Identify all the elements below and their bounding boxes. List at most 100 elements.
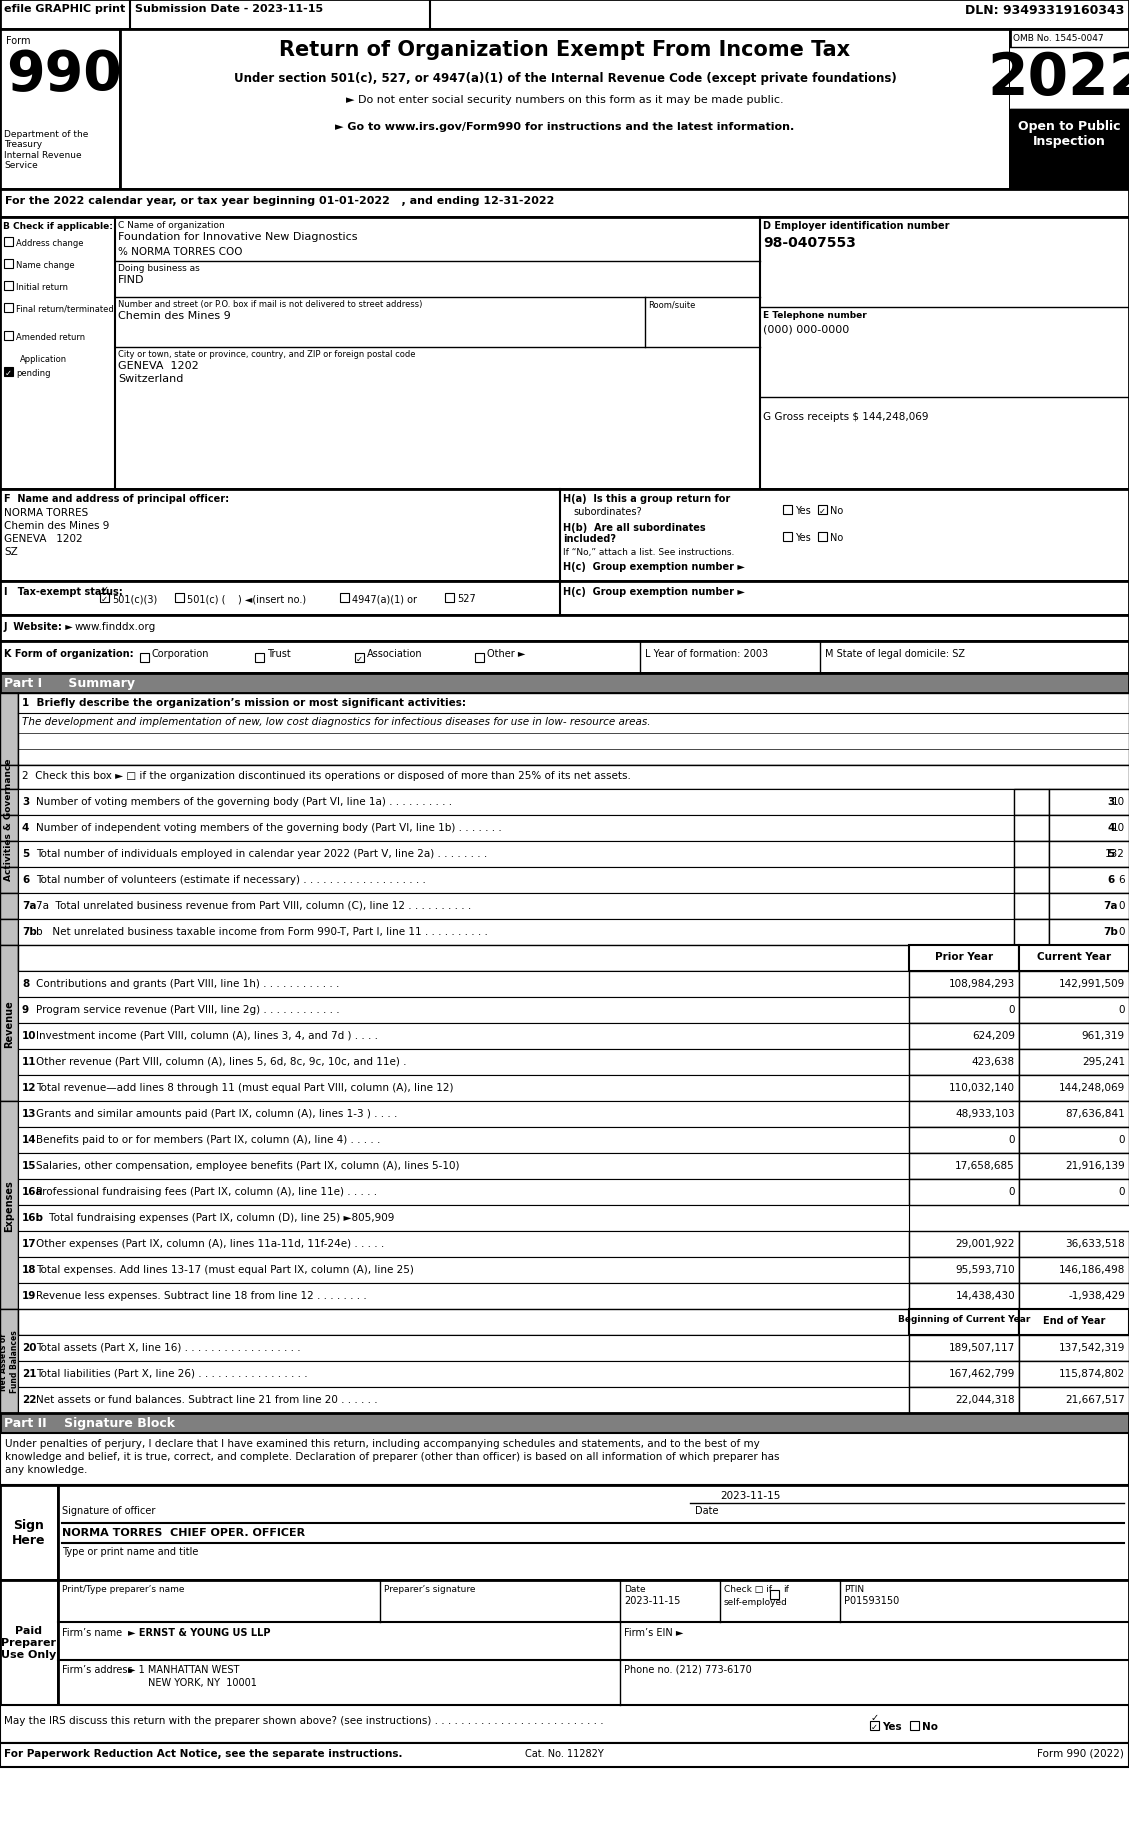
Text: b  Total fundraising expenses (Part IX, column (D), line 25) ►805,909: b Total fundraising expenses (Part IX, c… [36, 1211, 394, 1222]
Text: 21,916,139: 21,916,139 [1066, 1160, 1124, 1171]
Bar [770, 1590, 779, 1599]
Text: PTIN: PTIN [844, 1585, 864, 1594]
Bar [58, 1579, 1129, 1706]
Text: 0: 0 [1119, 1005, 1124, 1014]
Bar [909, 1023, 1019, 1049]
Bar [1019, 1257, 1129, 1283]
Bar [0, 1579, 58, 1706]
Bar [5, 331, 14, 340]
Bar [0, 1433, 1129, 1486]
Bar [0, 816, 18, 842]
Bar [1010, 29, 1129, 190]
Text: 12: 12 [21, 1082, 36, 1093]
Text: Type or print name and title: Type or print name and title [62, 1546, 199, 1556]
Text: 11: 11 [21, 1056, 36, 1067]
Bar [18, 1153, 909, 1179]
Text: H(c)  Group exemption number ►: H(c) Group exemption number ► [563, 587, 745, 597]
Bar [0, 867, 18, 893]
Text: Foundation for Innovative New Diagnostics: Foundation for Innovative New Diagnostic… [119, 232, 358, 242]
Text: Corporation: Corporation [152, 648, 210, 659]
Bar [120, 29, 1010, 190]
Bar [909, 1127, 1019, 1153]
Text: M State of legal domicile: SZ: M State of legal domicile: SZ [825, 648, 965, 659]
Text: 6: 6 [1108, 875, 1114, 884]
Text: Check □ if: Check □ if [724, 1585, 772, 1594]
Text: 2022: 2022 [988, 49, 1129, 106]
Text: Total assets (Part X, line 16) . . . . . . . . . . . . . . . . . .: Total assets (Part X, line 16) . . . . .… [36, 1341, 300, 1352]
Text: 6: 6 [1119, 875, 1124, 884]
Text: NEW YORK, NY  10001: NEW YORK, NY 10001 [148, 1676, 257, 1687]
Bar [909, 1076, 1019, 1102]
Text: 137,542,319: 137,542,319 [1059, 1341, 1124, 1352]
Bar [1019, 1232, 1129, 1257]
Text: F  Name and address of principal officer:: F Name and address of principal officer: [5, 494, 229, 503]
Text: 16b: 16b [21, 1211, 44, 1222]
Text: If “No,” attach a list. See instructions.: If “No,” attach a list. See instructions… [563, 547, 734, 556]
Text: (000) 000-0000: (000) 000-0000 [763, 324, 849, 333]
Text: Chemin des Mines 9: Chemin des Mines 9 [5, 522, 110, 531]
Text: Number of independent voting members of the governing body (Part VI, line 1b) . : Number of independent voting members of … [36, 822, 501, 833]
Bar [0, 190, 1129, 218]
Text: Submission Date - 2023-11-15: Submission Date - 2023-11-15 [135, 4, 323, 15]
Bar [18, 842, 1014, 867]
Text: 423,638: 423,638 [972, 1056, 1015, 1067]
Text: -1,938,429: -1,938,429 [1068, 1290, 1124, 1301]
Text: End of Year: End of Year [1043, 1316, 1105, 1325]
Text: 0: 0 [1008, 1135, 1015, 1144]
Bar [18, 1308, 909, 1336]
Text: 5: 5 [1108, 849, 1114, 858]
Bar [0, 789, 18, 816]
Bar [819, 505, 828, 514]
Text: Return of Organization Exempt From Income Tax: Return of Organization Exempt From Incom… [280, 40, 850, 60]
Bar [18, 1049, 909, 1076]
Bar [18, 946, 909, 972]
Text: included?: included? [563, 534, 616, 544]
Bar [819, 533, 828, 542]
Bar [870, 1720, 879, 1729]
Bar [18, 789, 1014, 816]
Text: DLN: 93493319160343: DLN: 93493319160343 [964, 4, 1124, 16]
Bar [1019, 1127, 1129, 1153]
Text: Cat. No. 11282Y: Cat. No. 11282Y [525, 1748, 603, 1759]
Bar [1014, 842, 1049, 867]
Text: 0: 0 [1119, 1135, 1124, 1144]
Text: pending: pending [16, 370, 51, 377]
Text: Final return/terminated: Final return/terminated [16, 306, 114, 313]
Text: ► Do not enter social security numbers on this form as it may be made public.: ► Do not enter social security numbers o… [347, 95, 784, 104]
Text: 0: 0 [1119, 900, 1124, 911]
Bar [18, 1387, 909, 1413]
Text: No: No [922, 1720, 938, 1731]
Bar [18, 816, 1014, 842]
Text: ► ERNST & YOUNG US LLP: ► ERNST & YOUNG US LLP [128, 1627, 271, 1638]
Text: 146,186,498: 146,186,498 [1059, 1265, 1124, 1274]
Text: 7a  Total unrelated business revenue from Part VIII, column (C), line 12 . . . .: 7a Total unrelated business revenue from… [36, 900, 471, 911]
Text: 624,209: 624,209 [972, 1030, 1015, 1041]
Bar [0, 1413, 1129, 1433]
Text: Initial return: Initial return [16, 284, 68, 291]
Text: OMB No. 1545-0047: OMB No. 1545-0047 [1013, 35, 1104, 42]
Text: 17,658,685: 17,658,685 [955, 1160, 1015, 1171]
Text: Expenses: Expenses [5, 1180, 14, 1232]
Bar [909, 1308, 1019, 1336]
Text: Date: Date [695, 1506, 718, 1515]
Bar [1019, 1102, 1129, 1127]
Text: Firm’s name: Firm’s name [62, 1627, 122, 1638]
Text: 3: 3 [1108, 796, 1114, 807]
Bar [1014, 867, 1049, 893]
Bar [445, 593, 454, 602]
Bar [0, 1308, 18, 1413]
Text: efile GRAPHIC print: efile GRAPHIC print [5, 4, 125, 15]
Text: subordinates?: subordinates? [574, 507, 641, 516]
Text: 87,636,841: 87,636,841 [1066, 1109, 1124, 1118]
Bar [340, 593, 349, 602]
Text: 0: 0 [1119, 926, 1124, 937]
Bar [0, 694, 18, 765]
Text: 8: 8 [21, 979, 29, 988]
Bar [18, 1283, 909, 1308]
Bar [1019, 997, 1129, 1023]
Bar [1014, 893, 1049, 919]
Text: Revenue: Revenue [5, 999, 14, 1047]
Bar [909, 1336, 1019, 1362]
Text: ► Go to www.irs.gov/Form990 for instructions and the latest information.: ► Go to www.irs.gov/Form990 for instruct… [335, 123, 795, 132]
Bar [18, 893, 1014, 919]
